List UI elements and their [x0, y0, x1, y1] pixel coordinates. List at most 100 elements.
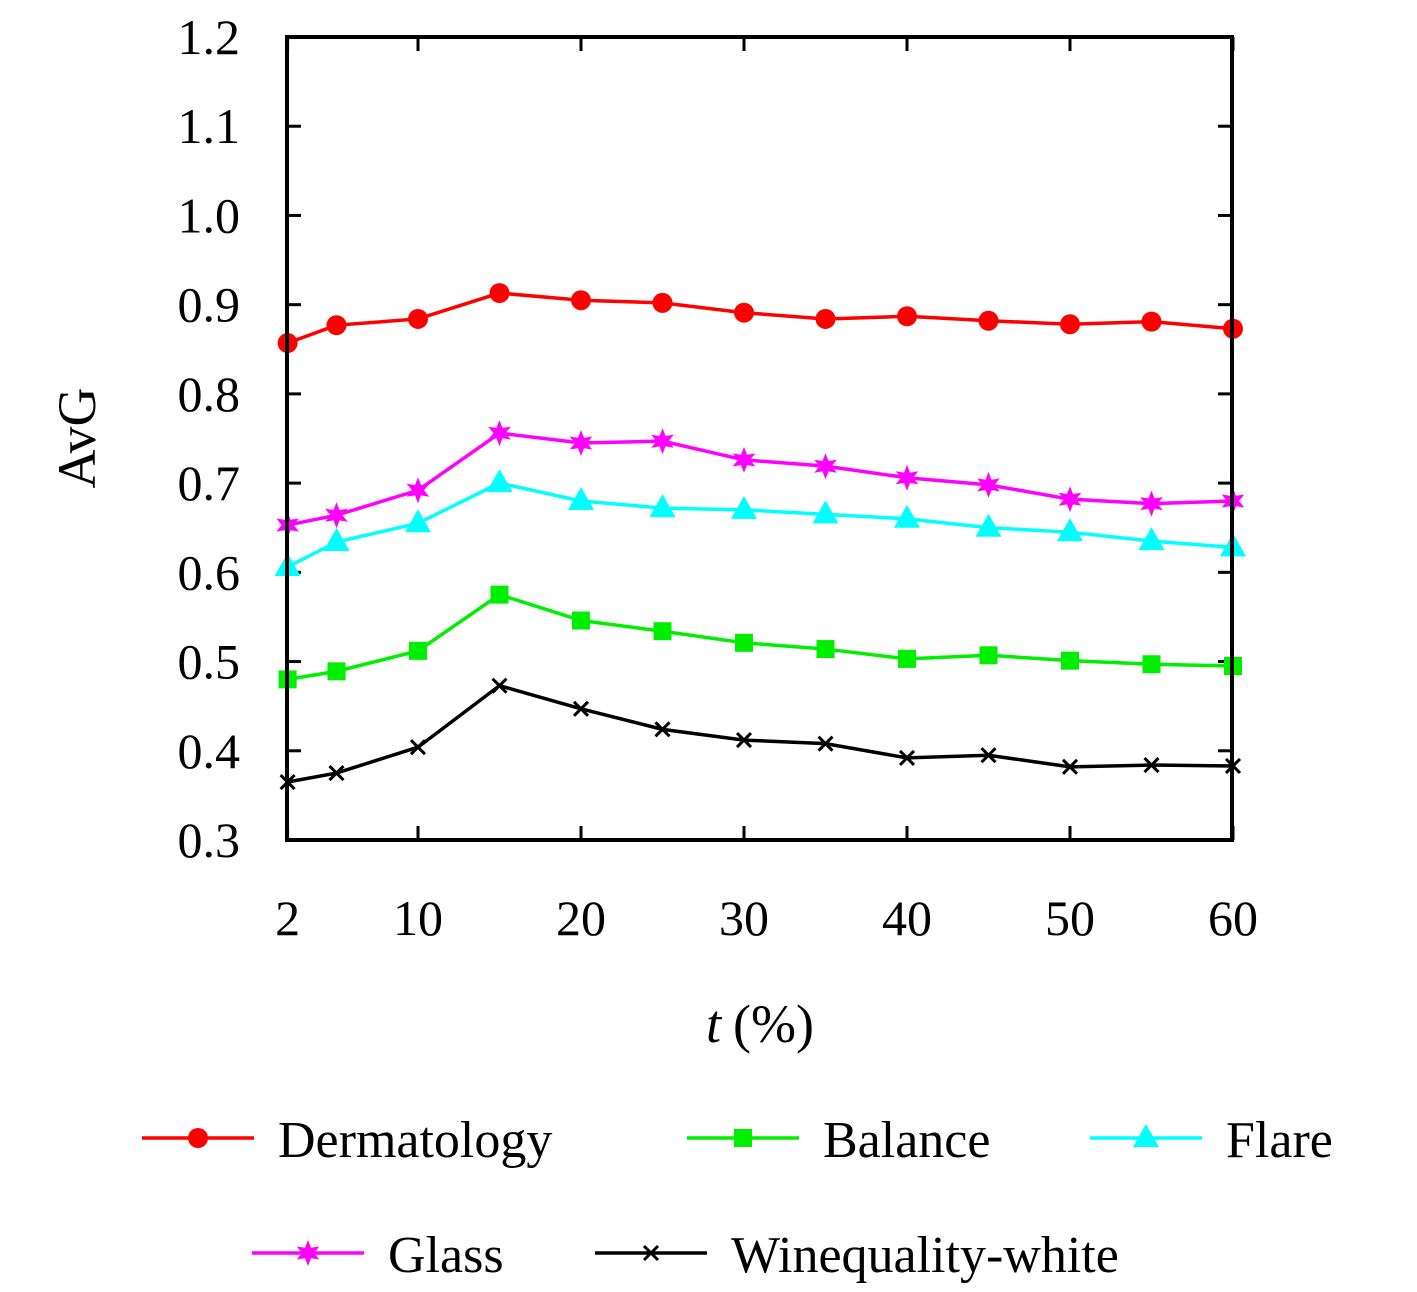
marker-cross [491, 677, 508, 694]
marker-triangle [1057, 518, 1083, 542]
marker-cross-stroke [898, 749, 916, 766]
legend-item: Balance [687, 1112, 990, 1169]
x-tick-label: 60 [1208, 890, 1258, 946]
marker-square [653, 622, 672, 641]
marker-star [406, 477, 430, 504]
marker-cross-stroke [980, 747, 997, 764]
x-tick-label: 50 [1045, 890, 1095, 946]
marker-square [816, 640, 835, 659]
marker-square [572, 611, 590, 630]
marker-triangle [405, 509, 431, 533]
marker-cross [1143, 756, 1160, 774]
axes: 0.3 0.4 0.5 0.6 0.7 0.8 0.9 1.0 1.1 1.2 2 10 20 30 40 5… [178, 9, 1259, 946]
marker-star [651, 428, 674, 455]
marker-square [409, 641, 427, 660]
y-tick-label: 0.9 [178, 277, 241, 333]
marker-cross [817, 735, 834, 752]
marker-circle [326, 315, 347, 336]
marker-triangle [975, 513, 1002, 537]
series-line [287, 683, 1234, 784]
marker-circle [652, 292, 673, 313]
legend-label: Winequality-white [731, 1227, 1119, 1284]
y-tick-label: 0.8 [178, 366, 241, 422]
marker-square [734, 1129, 752, 1147]
y-tick-label: 0.5 [178, 634, 241, 690]
marker-square [490, 585, 509, 604]
marker-cross [328, 765, 345, 782]
marker-triangle [812, 500, 839, 524]
marker-cross [735, 732, 753, 749]
marker-cross-stroke [654, 721, 671, 738]
legend-label: Glass [388, 1227, 504, 1284]
marker-square [1061, 651, 1079, 670]
marker-triangle [486, 469, 513, 493]
marker-star [296, 1240, 320, 1266]
marker-cross-stroke [572, 700, 590, 717]
marker-cross-stroke [642, 1244, 660, 1262]
marker-star [569, 430, 593, 456]
marker-star [814, 453, 837, 480]
marker-circle [1141, 311, 1162, 332]
series-dermatology [277, 283, 1243, 354]
marker-square [1142, 655, 1161, 674]
y-tick-label: 0.3 [178, 812, 241, 868]
marker-circle [1060, 314, 1080, 335]
x-tick-label: 10 [393, 890, 443, 946]
series-line [287, 592, 1234, 682]
marker-star [732, 446, 756, 473]
series-balance [278, 585, 1242, 689]
x-axis-label-unit: (%) [733, 994, 814, 1054]
legend-item: Flare [1090, 1112, 1333, 1169]
marker-star [488, 420, 511, 447]
marker-circle [815, 308, 836, 329]
marker-star [977, 471, 1000, 498]
series-line [286, 481, 1234, 569]
marker-cross [642, 1244, 660, 1262]
x-axis-label-var: t [706, 994, 723, 1054]
series-flare [274, 469, 1246, 576]
marker-star [895, 464, 919, 491]
marker-circle [408, 308, 428, 329]
marker-triangle [323, 527, 350, 551]
marker-star [1058, 486, 1082, 513]
marker-cross [654, 721, 671, 738]
y-tick-label: 1.2 [178, 9, 241, 65]
series-winequality-white [279, 677, 1242, 791]
marker-star [325, 502, 348, 529]
x-tick-label: 2 [275, 890, 300, 946]
marker-cross [980, 747, 997, 764]
marker-triangle [1138, 527, 1165, 551]
y-tick-label: 0.4 [178, 723, 241, 779]
marker-cross-stroke [817, 735, 834, 752]
marker-square [735, 633, 753, 652]
marker-cross-stroke [735, 732, 753, 749]
y-axis-label: AvG [47, 388, 107, 489]
series-line [287, 291, 1234, 345]
marker-circle [489, 283, 510, 304]
marker-cross-stroke [491, 677, 508, 694]
marker-cross-stroke [1143, 756, 1160, 774]
marker-cross [409, 739, 427, 756]
y-tick-label: 1.0 [178, 187, 241, 243]
legend-item: Dermatology [142, 1112, 552, 1169]
marker-triangle [649, 494, 676, 518]
legend: Dermatology Balance Flare Glass Winequality-… [142, 1112, 1333, 1284]
legend-item: Winequality-white [595, 1227, 1119, 1284]
y-tick-label: 1.1 [178, 98, 241, 154]
legend-label: Dermatology [278, 1112, 552, 1169]
y-tick-label: 0.6 [178, 544, 241, 600]
marker-cross [898, 749, 916, 766]
marker-cross [1061, 758, 1079, 775]
marker-square [898, 649, 916, 668]
marker-circle [897, 306, 917, 327]
marker-square [327, 662, 346, 681]
marker-triangle [1133, 1124, 1159, 1147]
marker-circle [734, 302, 754, 323]
marker-circle [188, 1128, 208, 1148]
x-tick-label: 20 [556, 890, 606, 946]
marker-square [979, 646, 998, 665]
marker-triangle [731, 495, 757, 519]
marker-triangle [568, 486, 594, 510]
marker-circle [978, 310, 999, 331]
